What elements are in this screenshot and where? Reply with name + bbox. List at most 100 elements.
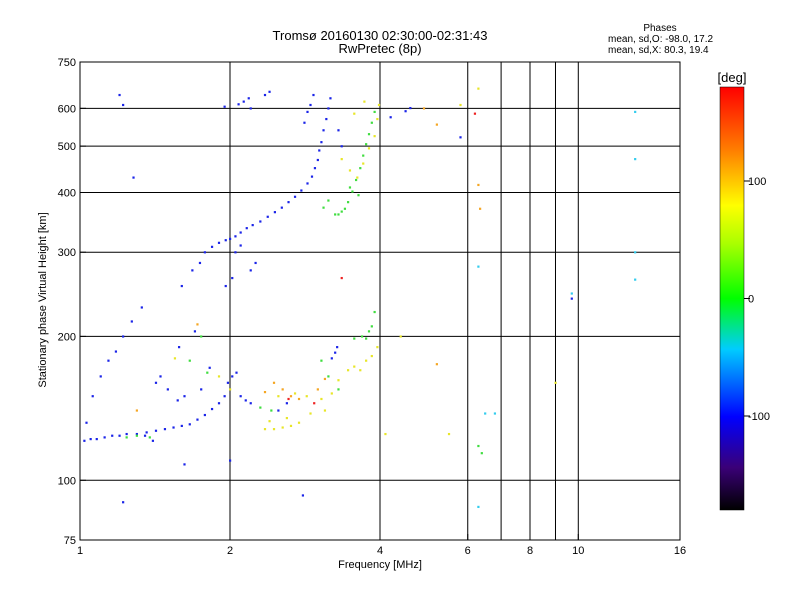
data-point <box>493 412 497 415</box>
data-point <box>198 261 202 265</box>
data-point <box>143 434 147 437</box>
data-point <box>268 420 271 423</box>
data-point <box>305 395 308 398</box>
data-point <box>322 129 325 132</box>
data-point <box>316 158 319 162</box>
data-point <box>377 103 381 107</box>
data-point <box>370 325 373 328</box>
data-point <box>281 388 284 391</box>
data-point <box>363 100 366 103</box>
data-point <box>554 381 557 384</box>
data-point <box>323 409 327 412</box>
x-axis-ticks: 1 2 4 6 8 10 16 <box>77 62 686 557</box>
data-point <box>200 388 203 391</box>
y-tick-label: 75 <box>64 535 76 547</box>
data-point <box>270 409 273 412</box>
data-point <box>367 133 371 136</box>
data-point <box>122 501 125 504</box>
data-point <box>337 379 340 382</box>
data-point <box>329 97 332 100</box>
data-point <box>285 402 288 405</box>
data-point <box>340 145 343 148</box>
data-point <box>293 195 297 198</box>
x-tick-label: 16 <box>674 545 686 557</box>
y-axis-label: Stationary phase Virtual Height [km] <box>37 212 49 387</box>
data-point <box>229 459 232 462</box>
data-point <box>154 429 158 432</box>
data-point <box>89 437 92 441</box>
data-point <box>244 399 247 402</box>
data-point <box>217 375 221 378</box>
data-point <box>191 269 194 272</box>
data-points <box>83 87 637 509</box>
data-point <box>634 110 637 114</box>
data-point <box>289 424 293 428</box>
data-point <box>193 330 197 333</box>
data-point <box>277 409 280 412</box>
data-point <box>313 402 316 405</box>
data-point <box>479 207 482 210</box>
data-point <box>367 330 371 333</box>
data-point <box>273 211 276 214</box>
data-point <box>203 413 206 417</box>
data-point <box>289 395 293 398</box>
data-point <box>130 320 133 323</box>
data-point <box>473 112 477 115</box>
data-point <box>234 235 237 238</box>
data-point <box>183 395 186 398</box>
data-point <box>376 346 379 349</box>
y-tick-label: 600 <box>58 103 76 115</box>
chart-subtitle: RwPretec (8p) <box>338 41 421 56</box>
data-point <box>570 292 573 295</box>
data-point <box>223 105 226 108</box>
data-point <box>362 162 365 165</box>
data-point <box>312 93 315 97</box>
data-point <box>570 297 573 300</box>
data-point <box>272 381 276 384</box>
colorbar-tick-label: -100 <box>748 411 770 423</box>
x-tick-label: 10 <box>572 545 584 557</box>
data-point <box>320 141 323 144</box>
y-tick-label: 200 <box>58 331 76 343</box>
data-point <box>280 206 283 209</box>
data-point <box>237 103 240 106</box>
data-point <box>272 428 276 431</box>
data-point <box>95 437 98 441</box>
data-point <box>259 406 262 409</box>
data-point <box>176 399 179 402</box>
data-point <box>125 436 128 439</box>
data-point <box>125 432 128 436</box>
data-point <box>334 351 337 354</box>
data-point <box>263 390 267 394</box>
data-point <box>122 103 125 107</box>
data-point <box>306 110 309 114</box>
data-point <box>370 121 373 124</box>
data-point <box>409 106 412 110</box>
data-point <box>145 431 148 434</box>
x-tick-label: 2 <box>227 545 233 557</box>
data-point <box>118 93 121 97</box>
data-point <box>330 357 333 360</box>
data-point <box>435 123 438 126</box>
y-tick-label: 100 <box>58 475 76 487</box>
y-tick-label: 750 <box>58 57 76 69</box>
data-point <box>327 107 330 110</box>
data-point <box>285 416 288 420</box>
data-point <box>135 432 138 436</box>
data-point <box>422 107 426 110</box>
data-point <box>229 237 232 241</box>
data-point <box>287 397 290 401</box>
data-point <box>322 206 325 209</box>
colorbar-label: [deg] <box>718 70 747 85</box>
data-point <box>249 402 252 405</box>
colorbar-tick-label: 100 <box>748 176 766 188</box>
data-point <box>210 407 214 411</box>
data-point <box>301 494 305 497</box>
data-point <box>206 371 209 374</box>
data-point <box>362 154 365 157</box>
chart-title: Tromsø 20160130 02:30:00-02:31:43 <box>273 28 488 43</box>
data-point <box>346 369 350 372</box>
data-point <box>310 175 314 178</box>
